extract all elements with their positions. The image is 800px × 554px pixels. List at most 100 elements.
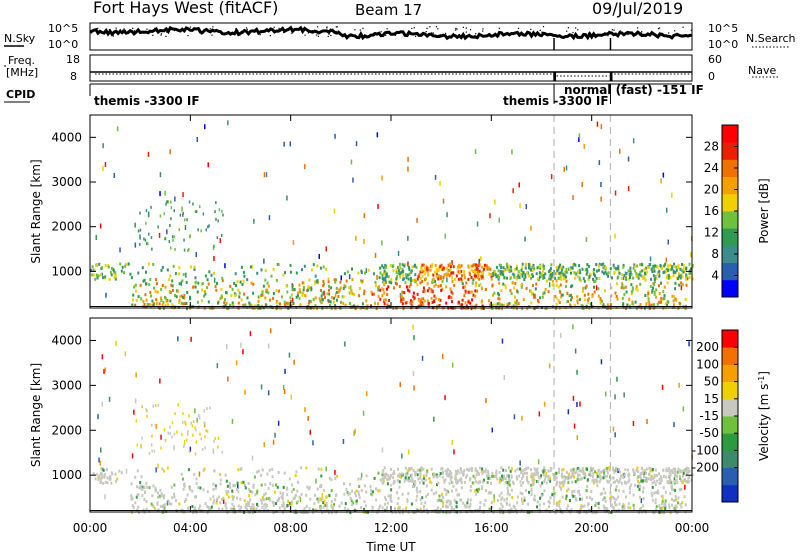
- power-cell: [560, 277, 563, 281]
- velocity-cell: [217, 495, 220, 499]
- velocity-cell: [237, 484, 239, 489]
- power-cell: [354, 307, 357, 311]
- velocity-cell: [206, 407, 208, 410]
- power-cell: [155, 302, 158, 306]
- power-cell: [147, 211, 150, 217]
- power-cell: [474, 149, 477, 154]
- power-cell: [352, 177, 354, 183]
- power-cell: [388, 299, 391, 302]
- freq-label-bottom: [MHz]: [6, 66, 39, 79]
- noise-search-point: [611, 29, 613, 31]
- velocity-cell: [516, 467, 519, 471]
- power-cell: [517, 269, 520, 273]
- power-cell: [684, 269, 687, 272]
- velocity-cell: [549, 479, 552, 483]
- power-cell: [446, 277, 448, 283]
- power-cell: [664, 262, 667, 266]
- power-cell: [272, 292, 275, 295]
- velocity-cell: [154, 486, 157, 490]
- power-cell: [577, 270, 580, 274]
- velocity-cell: [691, 473, 694, 477]
- velocity-cell: [519, 467, 521, 471]
- velocity-cell: [264, 506, 267, 510]
- power-cell: [164, 296, 167, 300]
- power-cell: [183, 238, 185, 242]
- power-cell: [460, 270, 463, 274]
- noise-search-point: [198, 30, 200, 32]
- power-cell: [250, 304, 253, 308]
- power-cell: [499, 272, 502, 276]
- power-cell: [538, 271, 541, 275]
- power-cell: [246, 296, 249, 300]
- velocity-cell: [422, 467, 425, 471]
- velocity-cell: [540, 474, 542, 478]
- velocity-cell: [654, 483, 657, 486]
- velocity-cell: [478, 508, 481, 512]
- velocity-cell: [99, 460, 102, 466]
- power-cell: [408, 268, 411, 271]
- power-cell: [166, 299, 169, 302]
- velocity-cell: [271, 467, 274, 471]
- power-cell: [266, 281, 269, 285]
- power-cell: [379, 266, 382, 270]
- power-cell: [261, 290, 264, 294]
- velocity-cell: [581, 467, 584, 471]
- power-cell: [624, 273, 627, 277]
- velocity-cell: [101, 467, 104, 471]
- power-cell: [451, 300, 453, 304]
- power-cell: [194, 276, 197, 280]
- velocity-cell: [638, 487, 641, 491]
- power-cell: [361, 302, 364, 306]
- power-cell: [95, 235, 97, 240]
- velocity-cell: [109, 475, 112, 478]
- power-cell: [231, 287, 234, 291]
- power-cell: [272, 296, 275, 300]
- power-cell: [230, 294, 233, 298]
- power-cell: [150, 236, 153, 240]
- power-cell: [653, 290, 656, 294]
- velocity-cell: [303, 511, 306, 515]
- velocity-cell: [352, 501, 355, 505]
- velocity-cell: [501, 496, 504, 500]
- velocity-cell: [235, 360, 238, 366]
- power-cell: [613, 266, 616, 270]
- velocity-cell: [479, 480, 481, 484]
- power-cell: [404, 281, 407, 285]
- velocity-cell: [644, 479, 647, 483]
- noise-search-point: [664, 35, 666, 37]
- velocity-cell: [138, 486, 141, 490]
- velocity-cell: [406, 471, 409, 475]
- noise-search-point: [311, 30, 313, 32]
- velocity-cell: [224, 502, 227, 506]
- power-cell: [314, 304, 317, 308]
- power-cell: [578, 133, 581, 139]
- velocity-cell: [187, 468, 190, 472]
- power-cell: [178, 301, 181, 305]
- velocity-cell: [424, 478, 427, 482]
- power-cell: [409, 283, 412, 286]
- velocity-cell: [589, 466, 592, 470]
- velocity-cell: [574, 348, 577, 354]
- velocity-cell: [217, 436, 220, 440]
- power-cell: [397, 269, 400, 273]
- velocity-cell: [204, 435, 206, 439]
- power-cell: [339, 286, 342, 290]
- power-cell: [221, 209, 223, 213]
- velocity-cell: [452, 484, 455, 488]
- velocity-cell: [606, 468, 609, 472]
- freq-tick-left-bottom: 8: [70, 70, 77, 83]
- power-cell: [244, 303, 247, 307]
- velocity-cell: [655, 474, 658, 478]
- velocity-cell: [194, 426, 196, 430]
- power-cell: [148, 232, 150, 236]
- power-cell: [365, 299, 368, 303]
- power-cell: [94, 277, 97, 281]
- velocity-cell: [535, 471, 538, 475]
- power-cell: [270, 305, 273, 309]
- power-cell: [442, 277, 445, 281]
- power-cell: [442, 266, 445, 270]
- power-cell: [460, 277, 463, 281]
- velocity-cell: [449, 500, 452, 504]
- velocity-cell: [199, 432, 201, 436]
- power-cell: [400, 270, 403, 274]
